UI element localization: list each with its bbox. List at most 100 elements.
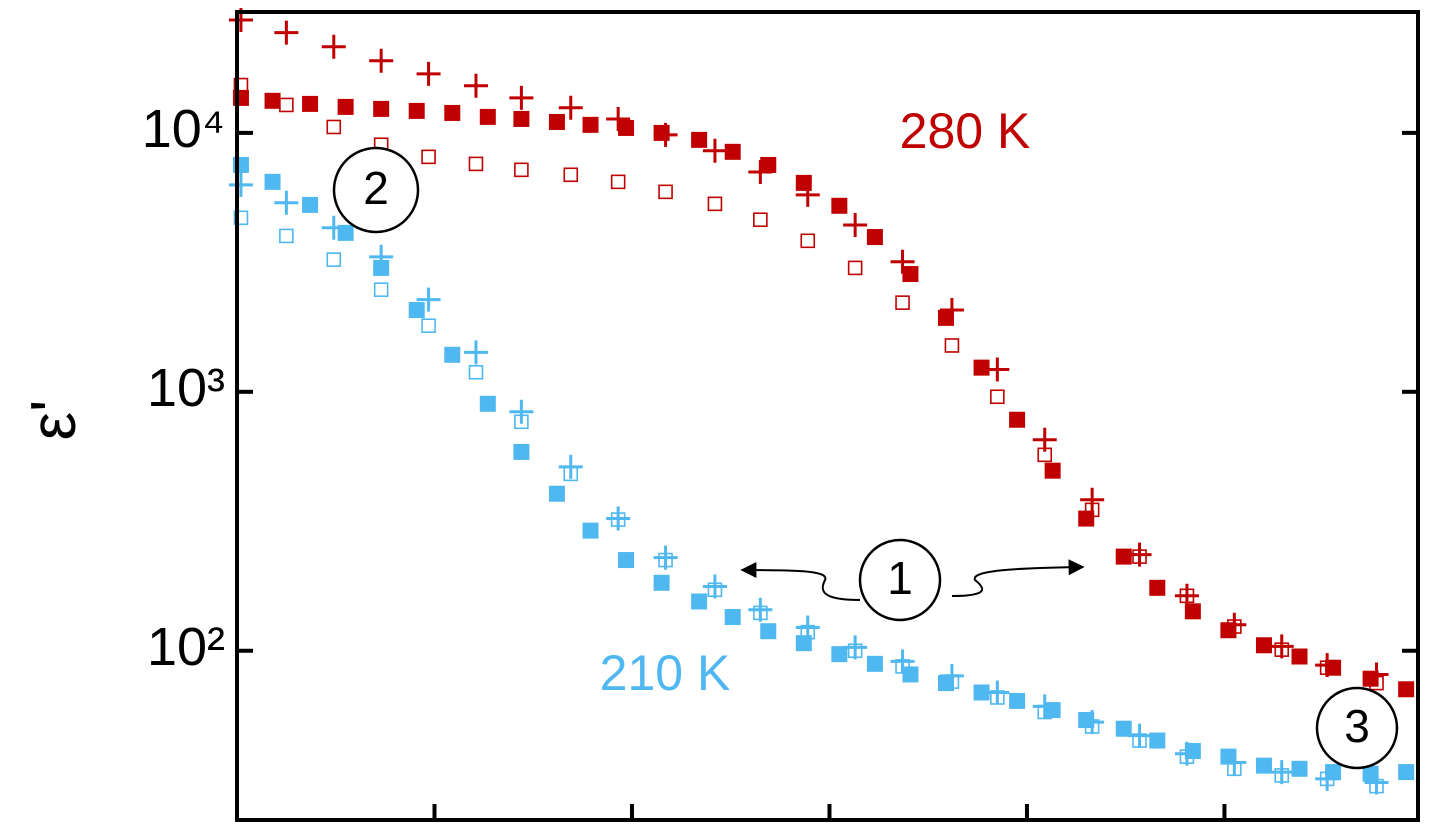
data-point bbox=[558, 95, 583, 120]
data-point bbox=[610, 174, 626, 190]
data-point bbox=[985, 357, 1010, 382]
data-point bbox=[1080, 487, 1105, 512]
data-point bbox=[653, 545, 678, 570]
callout-label: 3 bbox=[1344, 700, 1370, 752]
y-tick-label: 10² bbox=[147, 617, 225, 677]
data-point bbox=[1127, 723, 1152, 748]
data-point bbox=[408, 102, 425, 119]
callout-label: 1 bbox=[887, 552, 913, 604]
data-point bbox=[416, 287, 441, 312]
data-point bbox=[1398, 681, 1415, 698]
data-point bbox=[279, 97, 294, 113]
data-point bbox=[831, 646, 848, 663]
data-point bbox=[373, 100, 390, 117]
data-point bbox=[890, 249, 915, 274]
data-point bbox=[444, 346, 461, 363]
data-point bbox=[302, 196, 319, 213]
data-point bbox=[895, 295, 910, 310]
data-point bbox=[1115, 720, 1132, 737]
data-point bbox=[653, 574, 670, 591]
data-point bbox=[606, 506, 631, 531]
data-point bbox=[1009, 411, 1026, 428]
data-point bbox=[1032, 694, 1057, 719]
callout-circle bbox=[1315, 686, 1399, 770]
callout-label: 2 bbox=[363, 162, 389, 214]
data-point bbox=[1184, 603, 1201, 620]
data-point bbox=[1220, 748, 1237, 765]
data-point bbox=[416, 61, 441, 86]
data-point bbox=[337, 98, 354, 115]
data-point bbox=[890, 649, 915, 674]
data-point bbox=[228, 172, 253, 197]
data-point bbox=[563, 167, 579, 183]
data-point bbox=[279, 228, 294, 244]
data-point bbox=[795, 635, 812, 652]
data-point bbox=[369, 244, 394, 269]
data-point bbox=[1149, 579, 1166, 596]
data-point bbox=[691, 593, 708, 610]
data-point bbox=[1291, 648, 1308, 665]
data-point bbox=[1078, 510, 1095, 527]
data-point bbox=[302, 95, 319, 112]
y-axis-label: ε' bbox=[17, 400, 89, 441]
data-point bbox=[973, 684, 990, 701]
data-point bbox=[1255, 757, 1272, 774]
callout-circle bbox=[858, 538, 942, 622]
data-point bbox=[369, 48, 394, 73]
callout-circle bbox=[332, 146, 420, 234]
data-point bbox=[653, 122, 678, 147]
data-point bbox=[939, 663, 964, 688]
data-point bbox=[408, 302, 425, 319]
data-point bbox=[937, 309, 954, 326]
data-point bbox=[702, 138, 727, 163]
data-point bbox=[691, 131, 708, 148]
data-point bbox=[724, 609, 741, 626]
data-point bbox=[1362, 765, 1379, 782]
data-point bbox=[514, 162, 529, 178]
data-point bbox=[1032, 427, 1057, 452]
plot-area bbox=[228, 7, 1415, 795]
data-point bbox=[468, 364, 484, 380]
data-point bbox=[1174, 741, 1199, 766]
y-tick-label: 10⁴ bbox=[142, 99, 225, 159]
data-point bbox=[618, 552, 635, 569]
data-point bbox=[509, 399, 534, 424]
data-point bbox=[1398, 764, 1415, 781]
callout-arrow bbox=[951, 559, 1085, 597]
data-point bbox=[1174, 583, 1199, 608]
data-point bbox=[548, 485, 565, 502]
data-point bbox=[1080, 710, 1105, 735]
data-point bbox=[1364, 770, 1389, 795]
data-point bbox=[264, 92, 281, 109]
data-point bbox=[760, 156, 777, 173]
data-point bbox=[1315, 766, 1340, 791]
data-point bbox=[1255, 637, 1272, 654]
data-point bbox=[1222, 750, 1247, 775]
data-point bbox=[847, 260, 863, 276]
data-point bbox=[479, 395, 496, 412]
data-point bbox=[1222, 612, 1247, 637]
data-point bbox=[973, 359, 990, 376]
data-point bbox=[233, 77, 249, 93]
data-point bbox=[753, 212, 768, 228]
data-point bbox=[468, 156, 484, 172]
plot-frame bbox=[235, 10, 1420, 822]
data-point bbox=[1291, 760, 1308, 777]
data-point bbox=[321, 34, 346, 59]
data-point bbox=[1269, 634, 1294, 659]
data-point bbox=[326, 119, 342, 135]
data-point bbox=[748, 597, 773, 622]
data-point bbox=[658, 184, 673, 200]
data-point bbox=[795, 174, 812, 191]
data-point bbox=[264, 173, 281, 190]
data-point bbox=[1044, 462, 1061, 479]
data-point bbox=[990, 389, 1005, 405]
data-point bbox=[233, 210, 249, 226]
data-point bbox=[795, 615, 820, 640]
data-point bbox=[274, 190, 299, 215]
data-point bbox=[326, 252, 342, 267]
data-point bbox=[463, 73, 488, 98]
data-point bbox=[707, 196, 723, 212]
